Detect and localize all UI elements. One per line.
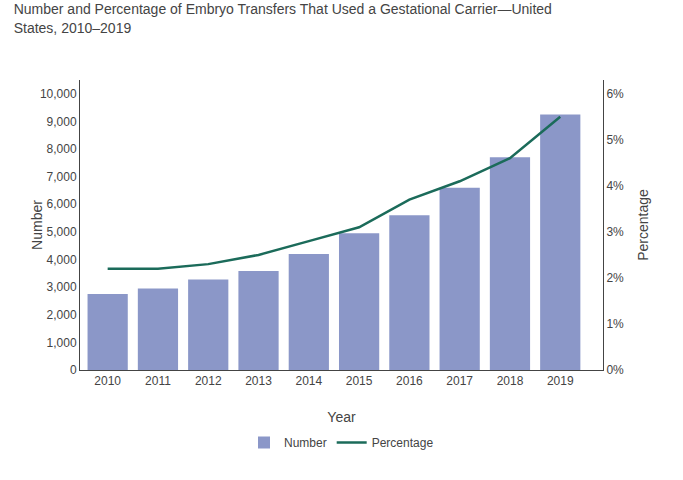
svg-text:Number and Percentage of Embry: Number and Percentage of Embryo Transfer… <box>14 1 552 35</box>
svg-text:10,000: 10,000 <box>40 87 77 101</box>
svg-text:2011: 2011 <box>145 374 171 388</box>
svg-text:Number: Number <box>29 200 45 250</box>
svg-text:0%: 0% <box>606 363 624 377</box>
svg-text:2018: 2018 <box>497 374 524 388</box>
svg-text:Number: Number <box>284 436 327 450</box>
svg-text:2015: 2015 <box>346 374 373 388</box>
svg-text:2013: 2013 <box>245 374 272 388</box>
svg-text:6,000: 6,000 <box>47 197 77 211</box>
svg-text:1,000: 1,000 <box>47 336 77 350</box>
svg-text:4%: 4% <box>606 179 624 193</box>
svg-text:8,000: 8,000 <box>47 142 77 156</box>
svg-text:2010: 2010 <box>94 374 121 388</box>
svg-text:2012: 2012 <box>195 374 222 388</box>
svg-text:2019: 2019 <box>547 374 574 388</box>
svg-text:2,000: 2,000 <box>47 308 77 322</box>
svg-text:2014: 2014 <box>295 374 322 388</box>
svg-text:5,000: 5,000 <box>47 225 77 239</box>
svg-text:Year: Year <box>327 409 356 425</box>
svg-text:6%: 6% <box>606 87 624 101</box>
svg-text:Percentage: Percentage <box>372 436 434 450</box>
svg-text:4,000: 4,000 <box>47 253 77 267</box>
svg-text:9,000: 9,000 <box>47 115 77 129</box>
svg-text:3%: 3% <box>606 225 624 239</box>
svg-text:2016: 2016 <box>396 374 423 388</box>
svg-text:2017: 2017 <box>446 374 473 388</box>
svg-text:1%: 1% <box>606 317 624 331</box>
svg-text:0: 0 <box>70 363 77 377</box>
svg-text:2%: 2% <box>606 271 624 285</box>
svg-text:Percentage: Percentage <box>635 189 651 261</box>
svg-text:5%: 5% <box>606 133 624 147</box>
svg-text:3,000: 3,000 <box>47 280 77 294</box>
svg-text:7,000: 7,000 <box>47 170 77 184</box>
